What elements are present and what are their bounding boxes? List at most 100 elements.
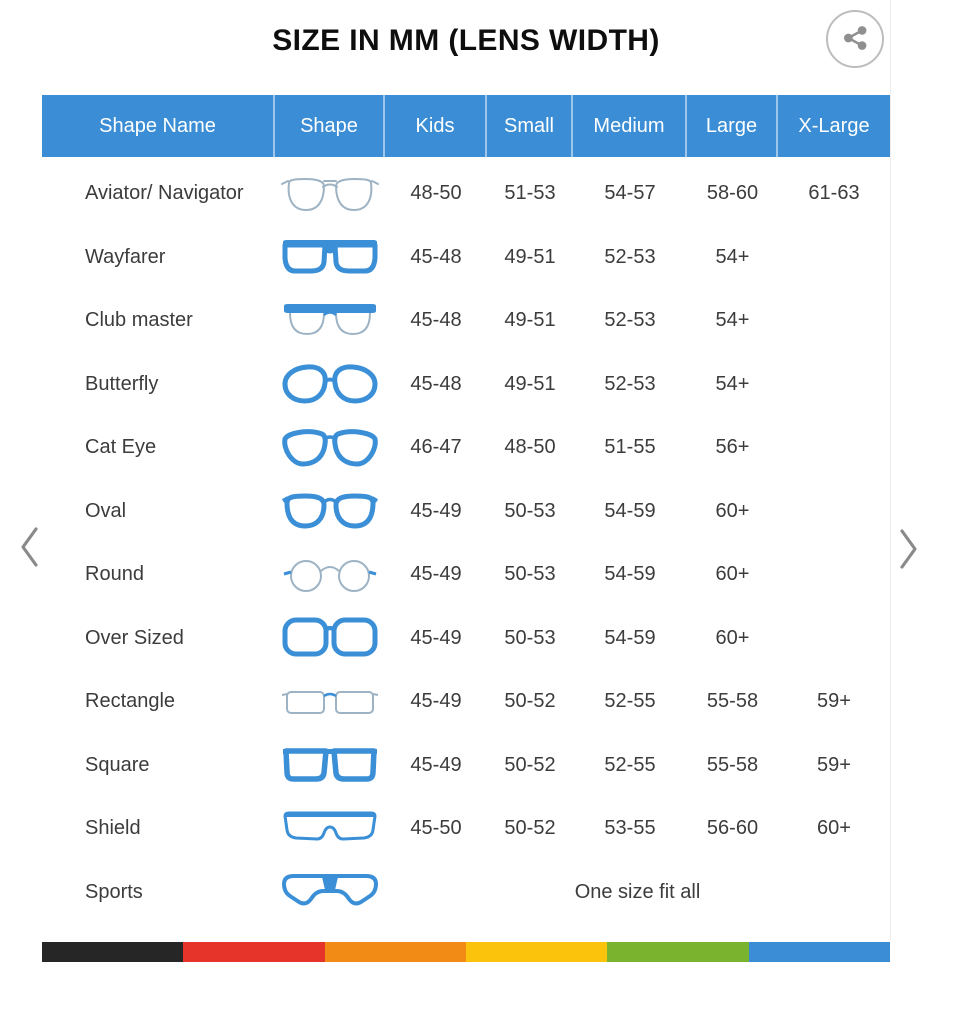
table-row: Aviator/ Navigator 48-50 51-53 54-57 58-60 61… xyxy=(42,162,890,226)
wayfarer-glasses-icon xyxy=(275,234,385,280)
size-cell: 54-57 xyxy=(604,182,656,205)
bar-segment xyxy=(748,942,890,962)
column-header-medium: Medium xyxy=(573,95,687,157)
size-cell: 52-53 xyxy=(604,372,656,395)
page-title: SIZE IN MM (LENS WIDTH) xyxy=(272,24,660,57)
size-cell: 50-53 xyxy=(504,626,556,649)
chevron-right-icon xyxy=(894,529,922,575)
size-cell: 45-49 xyxy=(410,563,462,586)
size-cell: 53-55 xyxy=(604,817,656,840)
size-cell: 54-59 xyxy=(604,563,656,586)
size-cell: 45-48 xyxy=(410,245,462,268)
size-cell: 50-52 xyxy=(504,690,556,713)
bar-segment xyxy=(42,942,184,962)
bar-segment xyxy=(607,942,749,962)
size-cell: 50-52 xyxy=(504,753,556,776)
size-cell: 54+ xyxy=(715,309,750,332)
size-cell: 51-55 xyxy=(604,436,656,459)
table-row: Club master 45-48 49-51 52-53 54+ xyxy=(42,289,890,353)
size-cell: 45-48 xyxy=(410,309,462,332)
column-header-x-large: X-Large xyxy=(798,114,870,137)
size-table-body: Aviator/ Navigator 48-50 51-53 54-57 58-60 61… xyxy=(42,162,890,924)
shield-glasses-icon xyxy=(275,806,385,852)
share-icon xyxy=(838,21,872,58)
size-cell: 55-58 xyxy=(706,690,759,713)
size-cell: 45-49 xyxy=(410,690,462,713)
carousel-next-button[interactable] xyxy=(894,526,922,575)
size-cell: 61-63 xyxy=(808,182,860,205)
size-cell: 59+ xyxy=(817,753,851,776)
chevron-left-icon xyxy=(16,527,44,573)
table-row: Rectangle 45-49 50-52 52-55 55-58 59+ xyxy=(42,670,890,734)
table-row: Shield 45-50 50-52 53-55 56-60 60+ xyxy=(42,797,890,861)
shape-name-label: Oval xyxy=(85,499,127,522)
size-cell: 50-53 xyxy=(504,563,556,586)
size-cell: 52-53 xyxy=(604,245,656,268)
round-glasses-icon xyxy=(275,552,385,598)
shape-name-label: Wayfarer xyxy=(85,245,166,268)
size-cell: 52-55 xyxy=(604,753,656,776)
size-cell: 50-53 xyxy=(504,499,556,522)
shape-name-label: Aviator/ Navigator xyxy=(85,182,244,205)
table-row: Sports One size fit all xyxy=(42,861,890,925)
size-cell: 45-49 xyxy=(410,626,462,649)
size-cell: 51-53 xyxy=(504,182,556,205)
size-cell: 45-50 xyxy=(410,817,462,840)
size-cell: 59+ xyxy=(817,690,851,713)
table-row: Butterfly 45-48 49-51 52-53 54+ xyxy=(42,353,890,417)
table-header: Shape Name Shape Kids Small Medium Large X-Lar… xyxy=(42,95,890,157)
table-row: Wayfarer 45-48 49-51 52-53 54+ xyxy=(42,226,890,290)
carousel-prev-button[interactable] xyxy=(16,524,44,573)
size-cell: 45-49 xyxy=(410,753,462,776)
square-glasses-icon xyxy=(275,742,385,788)
rectangle-glasses-icon xyxy=(275,679,385,725)
size-cell: 56-60 xyxy=(706,817,759,840)
size-cell: 49-51 xyxy=(504,245,556,268)
size-cell: 54-59 xyxy=(604,499,656,522)
shape-name-label: Butterfly xyxy=(85,372,159,395)
size-cell: 50-52 xyxy=(504,817,556,840)
size-cell: 60+ xyxy=(715,626,750,649)
aviator-glasses-icon xyxy=(275,171,385,217)
column-header-shape: Shape xyxy=(275,95,385,157)
shape-name-label: Round xyxy=(85,563,144,586)
shape-name-label: Over Sized xyxy=(85,626,184,649)
oval-glasses-icon xyxy=(275,488,385,534)
sports-glasses-icon xyxy=(275,869,385,915)
size-cell: 60+ xyxy=(817,817,851,840)
one-size-cell: One size fit all xyxy=(574,880,701,903)
table-row: Over Sized 45-49 50-53 54-59 60+ xyxy=(42,607,890,671)
size-cell: 60+ xyxy=(715,563,750,586)
shape-name-label: Rectangle xyxy=(85,690,176,713)
shape-name-label: Sports xyxy=(85,880,143,903)
shape-name-label: Club master xyxy=(85,309,193,332)
butterfly-glasses-icon xyxy=(275,361,385,407)
size-cell: 60+ xyxy=(715,499,750,522)
card-right-edge xyxy=(890,0,891,940)
table-row: Round 45-49 50-53 54-59 60+ xyxy=(42,543,890,607)
size-cell: 48-50 xyxy=(504,436,556,459)
size-cell: 55-58 xyxy=(706,753,759,776)
size-cell: 54+ xyxy=(715,245,750,268)
brand-color-bar xyxy=(42,942,890,962)
cateye-glasses-icon xyxy=(275,425,385,471)
size-cell: 52-53 xyxy=(604,309,656,332)
size-cell: 54-59 xyxy=(604,626,656,649)
column-header-kids: Kids xyxy=(385,95,487,157)
oversized-glasses-icon xyxy=(275,615,385,661)
clubmaster-glasses-icon xyxy=(275,298,385,344)
table-row: Cat Eye 46-47 48-50 51-55 56+ xyxy=(42,416,890,480)
share-button[interactable] xyxy=(826,10,884,68)
column-header-small: Small xyxy=(487,95,573,157)
bar-segment xyxy=(465,942,608,962)
size-cell: 45-48 xyxy=(410,372,462,395)
shape-name-label: Shield xyxy=(85,817,141,840)
size-cell: 58-60 xyxy=(706,182,759,205)
size-cell: 46-47 xyxy=(410,436,462,459)
size-cell: 49-51 xyxy=(504,309,556,332)
size-cell: 48-50 xyxy=(410,182,462,205)
column-header-shape-name: Shape Name xyxy=(42,95,275,157)
table-row: Oval 45-49 50-53 54-59 60+ xyxy=(42,480,890,544)
size-cell: 52-55 xyxy=(604,690,656,713)
shape-name-label: Cat Eye xyxy=(85,436,157,459)
